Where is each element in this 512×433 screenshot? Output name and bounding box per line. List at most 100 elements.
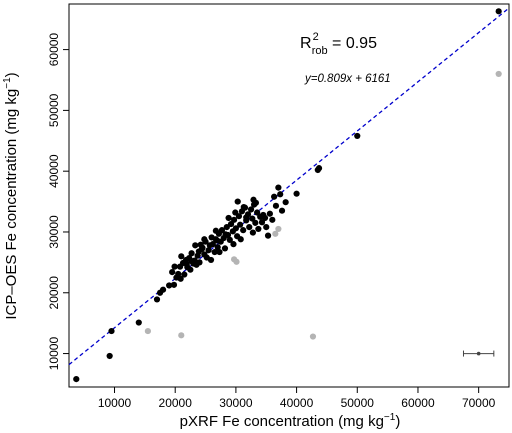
error-bar-center	[476, 351, 481, 356]
x-tick-label: 40000	[280, 396, 314, 410]
data-point	[106, 352, 113, 360]
data-point	[201, 236, 208, 243]
r-squared-annotation: R2 rob = 0.95	[300, 31, 377, 57]
data-point	[271, 193, 278, 200]
data-point	[216, 248, 223, 256]
data-point	[212, 227, 219, 234]
y-tick-label: 40000	[47, 154, 61, 188]
data-point	[170, 281, 178, 288]
data-point	[230, 216, 238, 223]
data-point	[293, 190, 300, 197]
data-point	[207, 256, 215, 264]
data-point	[211, 248, 218, 256]
data-point	[187, 266, 194, 273]
data-point	[272, 202, 280, 209]
data-point	[226, 236, 233, 243]
data-point	[188, 250, 195, 257]
data-point	[263, 224, 270, 231]
data-point	[282, 199, 289, 206]
data-point	[188, 258, 195, 265]
data-point	[240, 227, 247, 234]
data-point	[214, 244, 221, 251]
data-point	[153, 296, 161, 303]
x-axis-title-superscript: −1	[384, 412, 396, 423]
data-point	[192, 242, 199, 249]
outlier-point	[233, 258, 240, 265]
y-tick-label: 20000	[47, 276, 61, 310]
outlier-point	[495, 70, 502, 78]
data-point	[264, 232, 272, 239]
x-tick-label: 10000	[98, 396, 132, 410]
x-tick-label: 50000	[341, 396, 375, 410]
data-point	[247, 206, 255, 213]
data-point	[159, 286, 167, 293]
regression-equation: y=0.809x + 6161	[304, 73, 391, 85]
outlier-point	[144, 327, 151, 335]
data-point	[246, 224, 253, 231]
data-point	[195, 248, 202, 255]
x-tick-label: 30000	[219, 396, 253, 410]
data-point	[218, 227, 226, 234]
data-point	[234, 198, 241, 205]
data-point	[213, 237, 221, 244]
data-points-group	[73, 8, 502, 383]
data-point	[108, 327, 115, 335]
y-tick-label: 60000	[47, 33, 61, 67]
x-axis-title-close: )	[395, 413, 400, 430]
data-point	[237, 236, 244, 243]
data-point	[255, 225, 262, 233]
outlier-point	[178, 332, 185, 339]
outlier-point	[275, 225, 282, 233]
data-point	[278, 207, 286, 214]
data-point	[261, 214, 269, 222]
r-squared-value: = 0.95	[328, 35, 377, 52]
data-point	[250, 196, 257, 203]
y-axis-title-superscript: −1	[2, 77, 13, 89]
x-tick-label: 60000	[401, 396, 435, 410]
y-axis-title: ICP–OES Fe concentration (mg kg−1)	[2, 72, 20, 319]
data-point	[171, 263, 178, 270]
data-point	[354, 132, 361, 140]
data-point	[269, 216, 276, 223]
data-point	[230, 241, 237, 248]
x-axis-title: pXRF Fe concentration (mg kg−1)	[180, 412, 401, 430]
y-tick-label: 30000	[47, 215, 61, 249]
plot-frame	[68, 3, 510, 388]
data-point	[222, 231, 229, 238]
x-tick-label: 70000	[462, 396, 496, 410]
data-point	[232, 209, 239, 216]
x-axis-title-main: pXRF Fe concentration (mg kg	[180, 413, 384, 430]
data-point	[196, 259, 203, 266]
data-point	[252, 219, 259, 226]
data-point	[166, 282, 173, 289]
x-tick-label: 20000	[159, 396, 193, 410]
outlier-point	[272, 230, 279, 237]
y-axis-title-main: ICP–OES Fe concentration (mg kg	[3, 89, 20, 320]
data-point	[277, 191, 284, 198]
data-point	[169, 269, 176, 276]
regression-line-group	[68, 7, 510, 366]
data-point	[249, 229, 256, 236]
data-point	[315, 165, 323, 172]
data-point	[495, 8, 502, 15]
data-point	[221, 245, 229, 252]
error-bar-group	[462, 350, 495, 357]
y-axis-title-close: )	[3, 72, 20, 77]
data-point	[266, 210, 273, 217]
data-point	[177, 275, 184, 282]
data-point	[243, 214, 250, 221]
r-squared-superscript: 2	[313, 31, 319, 43]
data-point	[183, 261, 190, 268]
y-tick-label: 10000	[47, 337, 61, 371]
data-point	[240, 203, 247, 211]
data-point	[237, 221, 244, 228]
data-point	[175, 270, 182, 278]
data-point	[205, 247, 212, 254]
data-point	[181, 271, 188, 278]
outlier-point	[309, 333, 317, 340]
r-squared-subscript: rob	[312, 45, 328, 57]
y-tick-label: 50000	[47, 93, 61, 127]
data-point	[135, 319, 142, 326]
y-axis: 10000 20000 30000 40000 50000 60000	[47, 33, 69, 371]
